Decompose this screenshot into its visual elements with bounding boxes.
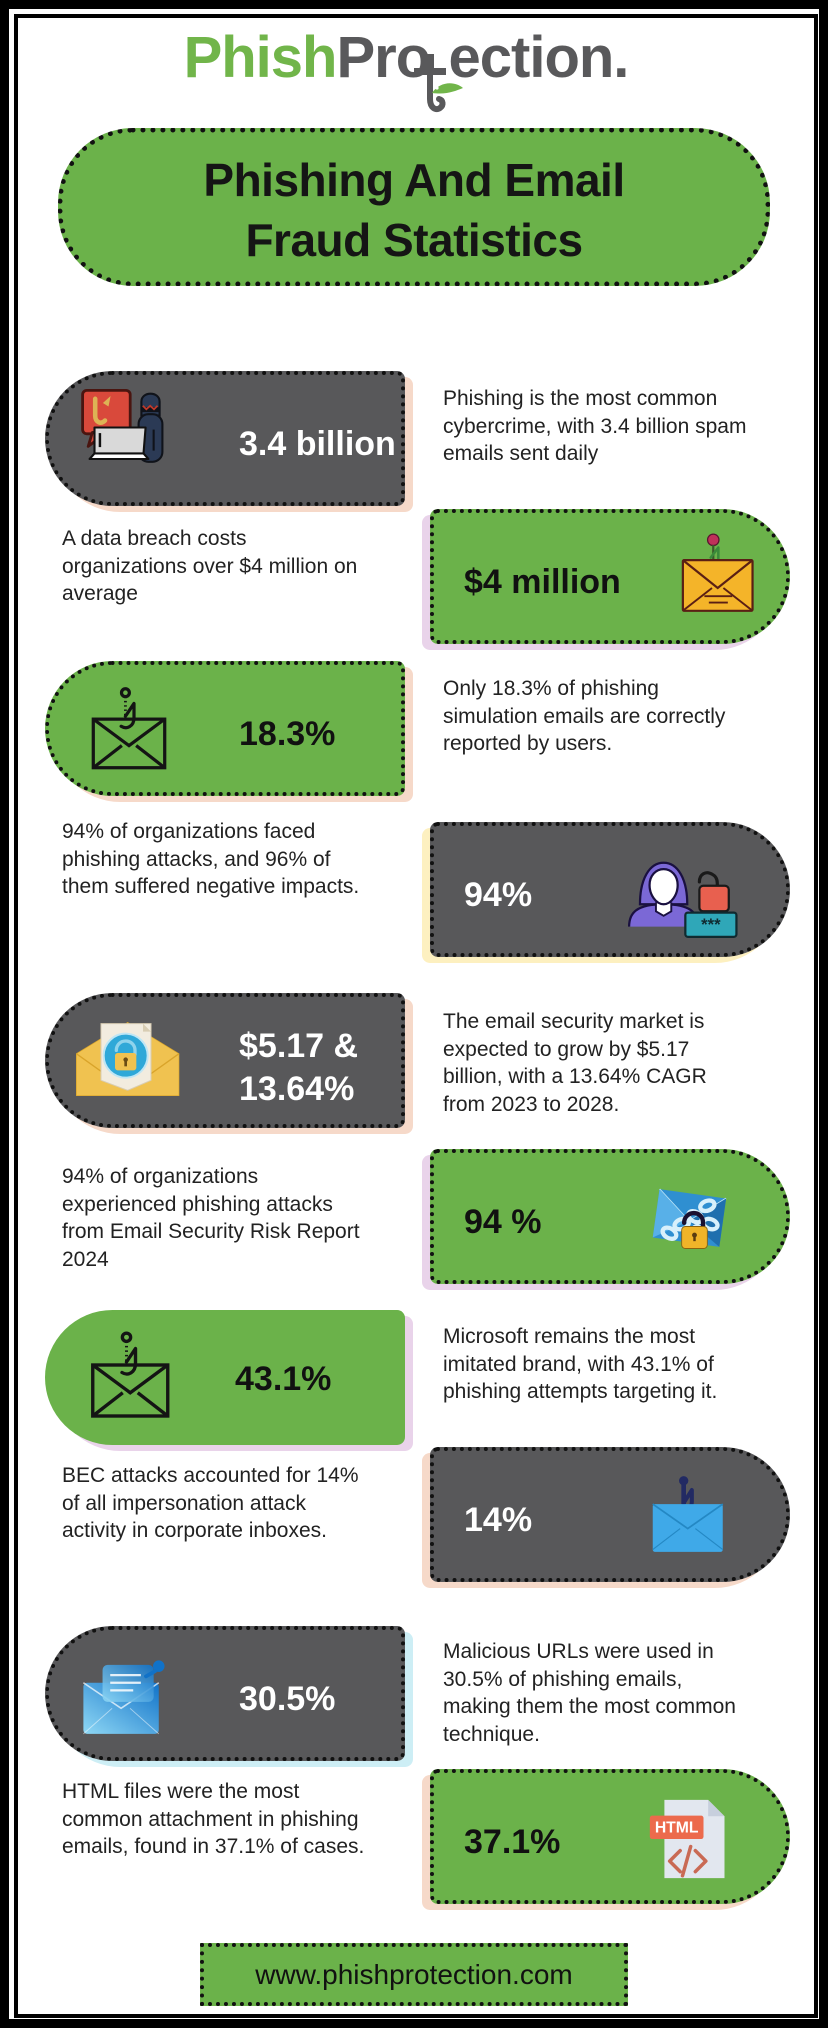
svg-text:***: *** xyxy=(701,915,721,934)
svg-text:HTML: HTML xyxy=(655,1820,699,1837)
